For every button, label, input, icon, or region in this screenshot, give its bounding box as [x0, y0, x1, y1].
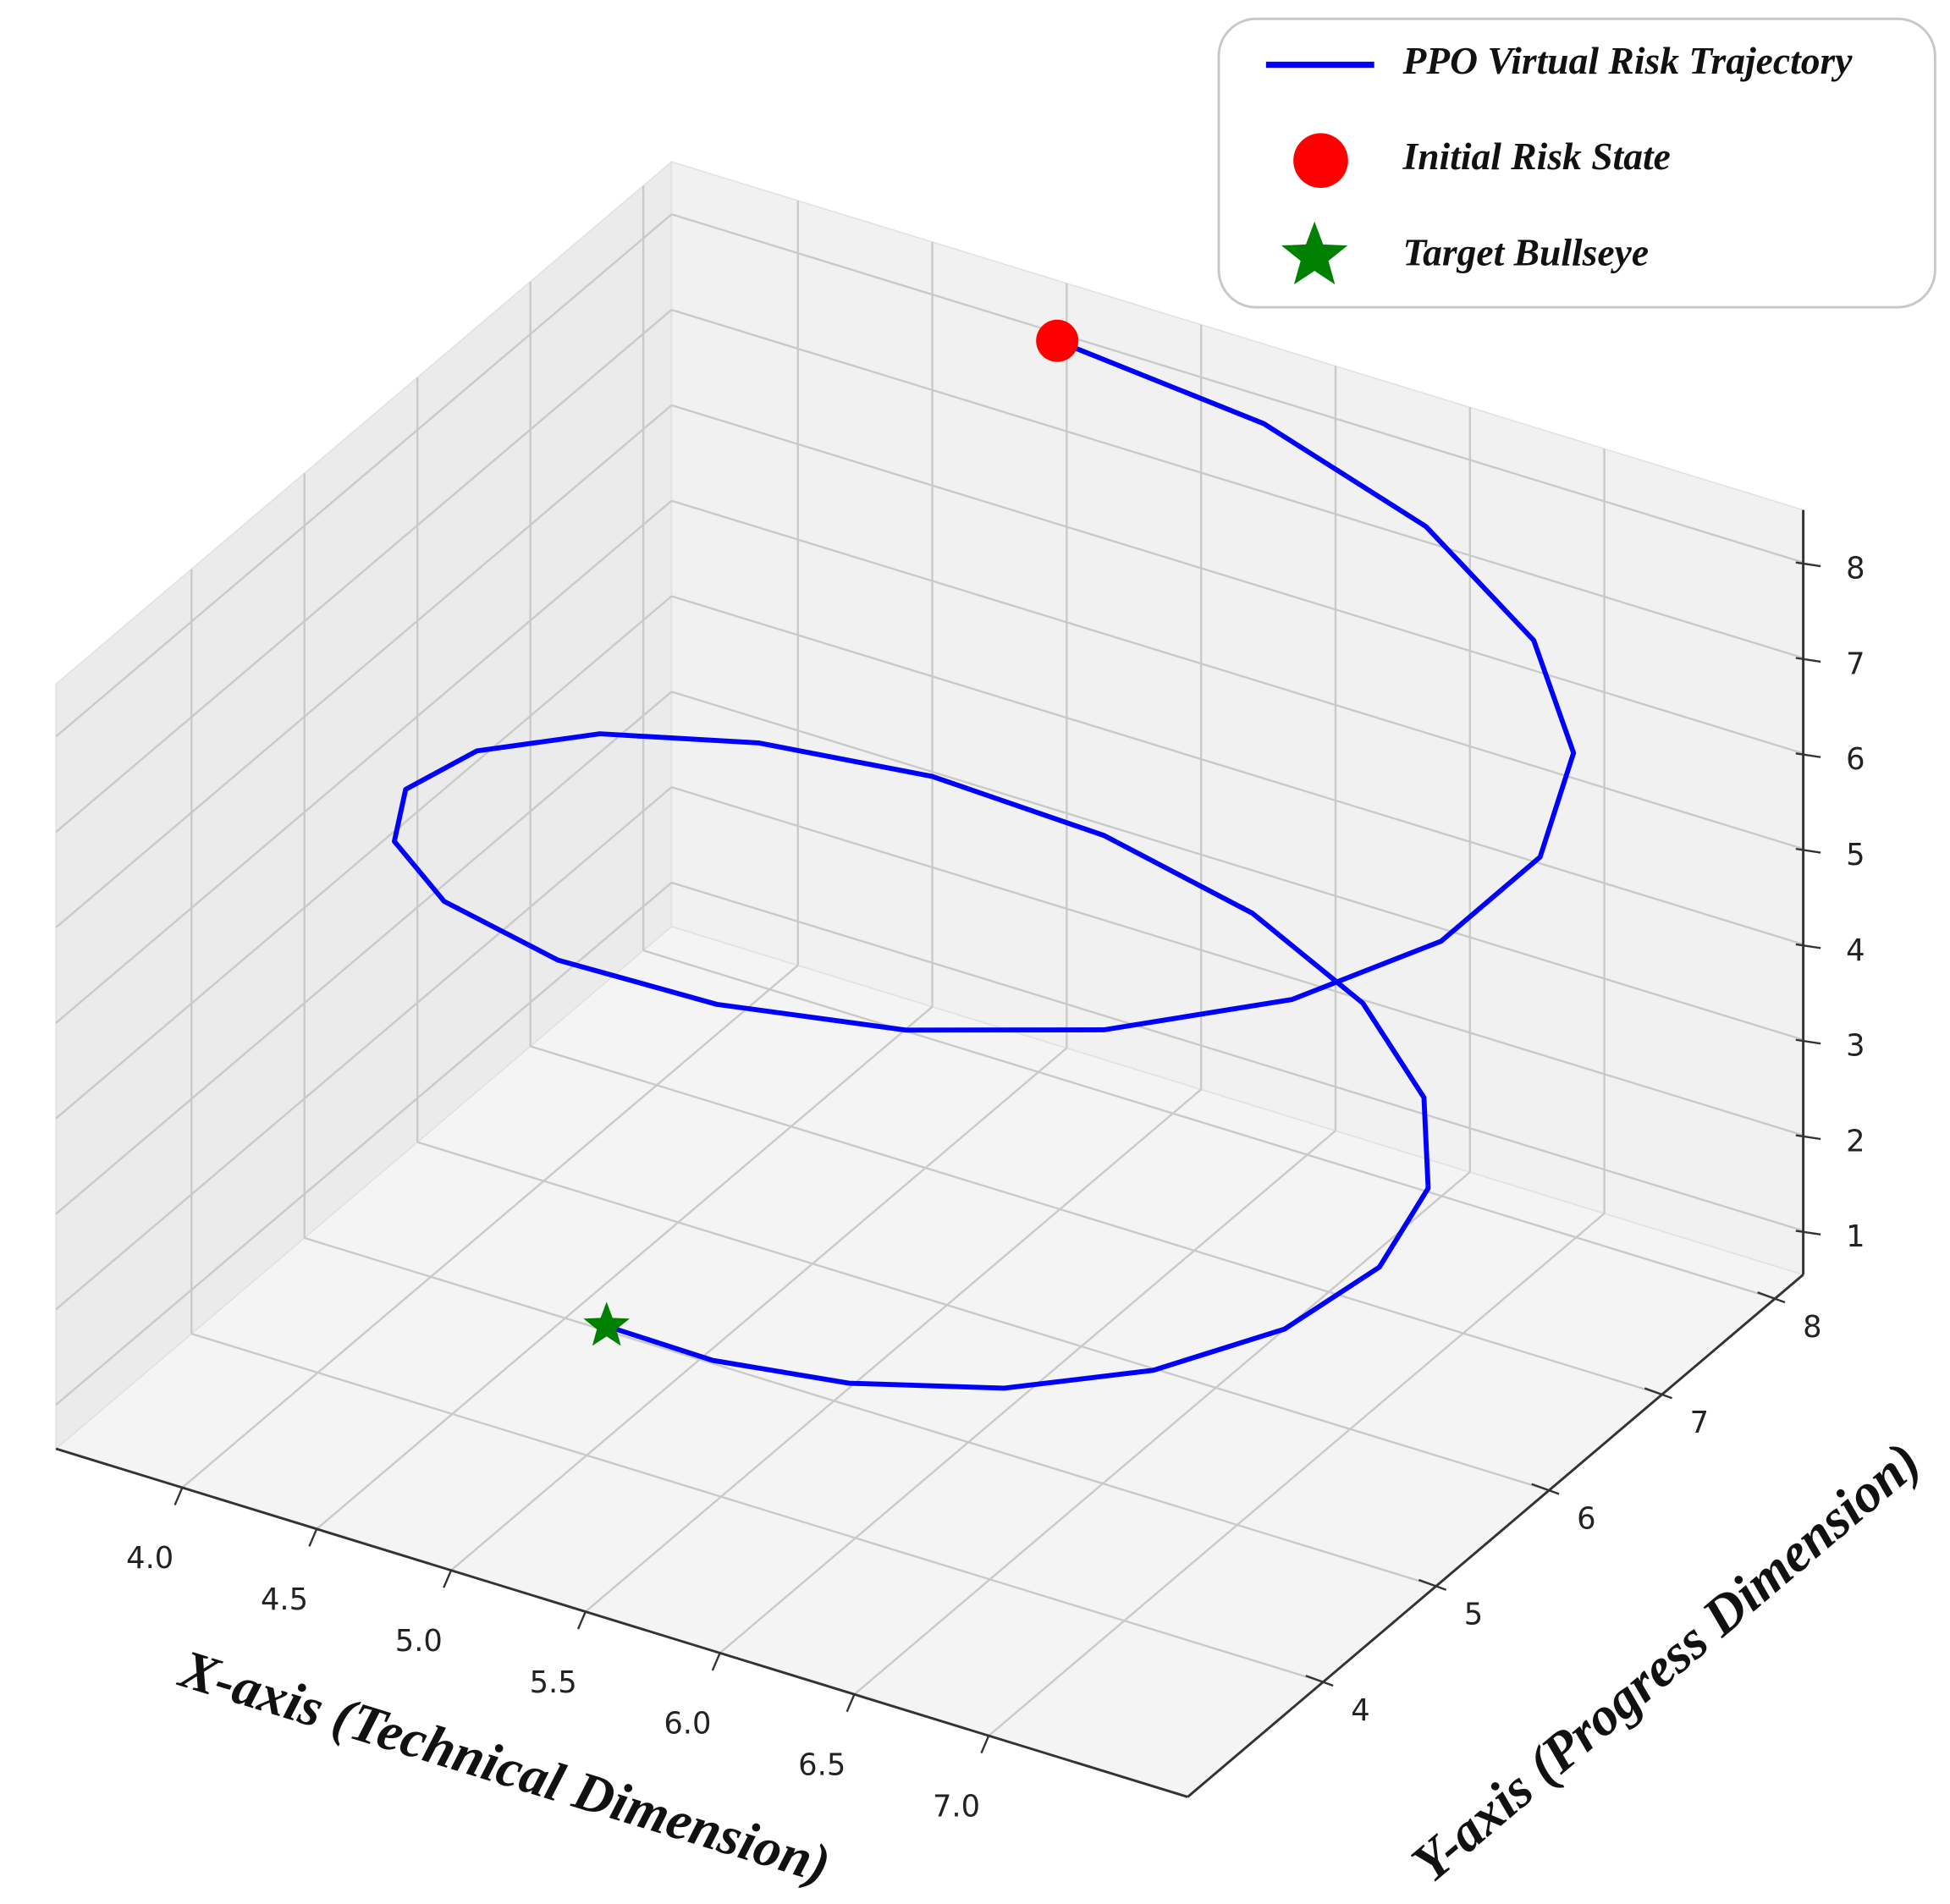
x-tick-label: 6.0: [664, 1707, 711, 1742]
grid-line: [55, 213, 673, 738]
grid-line: [55, 691, 673, 1215]
grid-line: [416, 1141, 1550, 1492]
grid-line: [55, 309, 673, 834]
grid-line: [55, 786, 673, 1311]
x-axis-line: [55, 1447, 1188, 1798]
tick-mark: [1795, 752, 1821, 758]
legend-label: PPO Virtual Risk Trajectory: [1402, 39, 1853, 82]
tick-mark: [1795, 561, 1821, 568]
grid-line: [585, 1088, 1202, 1613]
grid-line: [671, 213, 1804, 564]
tick-mark: [576, 1611, 587, 1630]
legend-label: Target Bullseye: [1402, 230, 1649, 273]
legend-swatch: [1281, 221, 1348, 285]
grid-line: [181, 964, 799, 1489]
grid-line: [316, 1005, 934, 1530]
grid-line: [671, 595, 1804, 946]
tick-mark: [308, 1528, 318, 1547]
z-tick-label: 2: [1846, 1124, 1865, 1158]
legend-box: [1217, 17, 1936, 309]
z-tick-label: 8: [1846, 551, 1865, 586]
grid-line: [853, 1171, 1471, 1696]
z-tick-label: 7: [1846, 647, 1865, 681]
x-tick-label: 6.5: [798, 1747, 846, 1782]
z-tick-label: 5: [1846, 838, 1865, 872]
tick-mark: [1757, 1291, 1786, 1304]
grid-line: [55, 499, 673, 1024]
y-tick-label: 6: [1577, 1501, 1595, 1536]
grid-line: [642, 949, 1776, 1300]
x-tick-label: 4.0: [126, 1541, 174, 1576]
grid-line: [671, 499, 1804, 850]
x-tick-label: 4.5: [261, 1582, 308, 1617]
grid-line: [671, 691, 1804, 1041]
y-tick-label: 8: [1803, 1310, 1821, 1345]
tick-mark: [711, 1652, 721, 1671]
tick-mark: [1795, 943, 1821, 949]
trajectory-line: [392, 338, 1577, 1391]
grid-line: [671, 881, 1804, 1232]
target-marker: [583, 1301, 631, 1346]
y-axis-line: [1187, 1274, 1804, 1798]
grid-line: [671, 786, 1804, 1136]
grid-line: [190, 1333, 1324, 1683]
grid-line: [671, 404, 1804, 755]
tick-mark: [1795, 1134, 1821, 1141]
grid-line: [55, 404, 673, 928]
z-tick-label: 1: [1846, 1219, 1865, 1254]
start-marker: [1036, 319, 1079, 362]
z-tick-label: 6: [1846, 742, 1865, 777]
marks: [392, 319, 1577, 1391]
tick-mark: [1795, 657, 1821, 663]
x-tick-label: 5.0: [395, 1624, 443, 1659]
tick-mark: [174, 1487, 184, 1505]
panes: [54, 160, 1805, 1798]
tick-mark: [1795, 847, 1821, 854]
grid-line: [304, 1236, 1437, 1588]
z-tick-label: 3: [1846, 1029, 1865, 1064]
x-tick-label: 5.5: [530, 1665, 577, 1700]
legend-swatch: [1293, 133, 1348, 189]
grid-line: [988, 1213, 1606, 1737]
z-tick-label: 4: [1846, 933, 1865, 968]
tick-mark: [980, 1735, 990, 1754]
grid-line: [55, 595, 673, 1120]
legend-label: Initial Risk State: [1402, 135, 1670, 178]
y-tick-label: 7: [1690, 1406, 1709, 1440]
grid: [55, 185, 1804, 1737]
tick-mark: [1644, 1387, 1672, 1400]
grid-line: [55, 882, 673, 1406]
grid-line: [671, 308, 1804, 659]
grid-line: [530, 1045, 1663, 1395]
tick-mark: [846, 1693, 856, 1713]
grid-line: [719, 1130, 1336, 1654]
y-tick-label: 4: [1351, 1693, 1369, 1728]
tick-mark: [443, 1570, 453, 1588]
x-tick-label: 7.0: [933, 1789, 980, 1824]
grid-line: [450, 1047, 1068, 1571]
tick-mark: [1795, 1038, 1821, 1045]
y-tick-label: 5: [1464, 1598, 1483, 1632]
tick-mark: [1418, 1578, 1447, 1591]
x-axis-title: X-axis (Technical Dimension): [172, 1637, 838, 1896]
legend: PPO Virtual Risk Trajectory Initial Risk …: [1217, 17, 1936, 309]
tick-mark: [1795, 1230, 1821, 1235]
tick-mark: [1305, 1675, 1334, 1687]
tick-mark: [1531, 1483, 1560, 1495]
